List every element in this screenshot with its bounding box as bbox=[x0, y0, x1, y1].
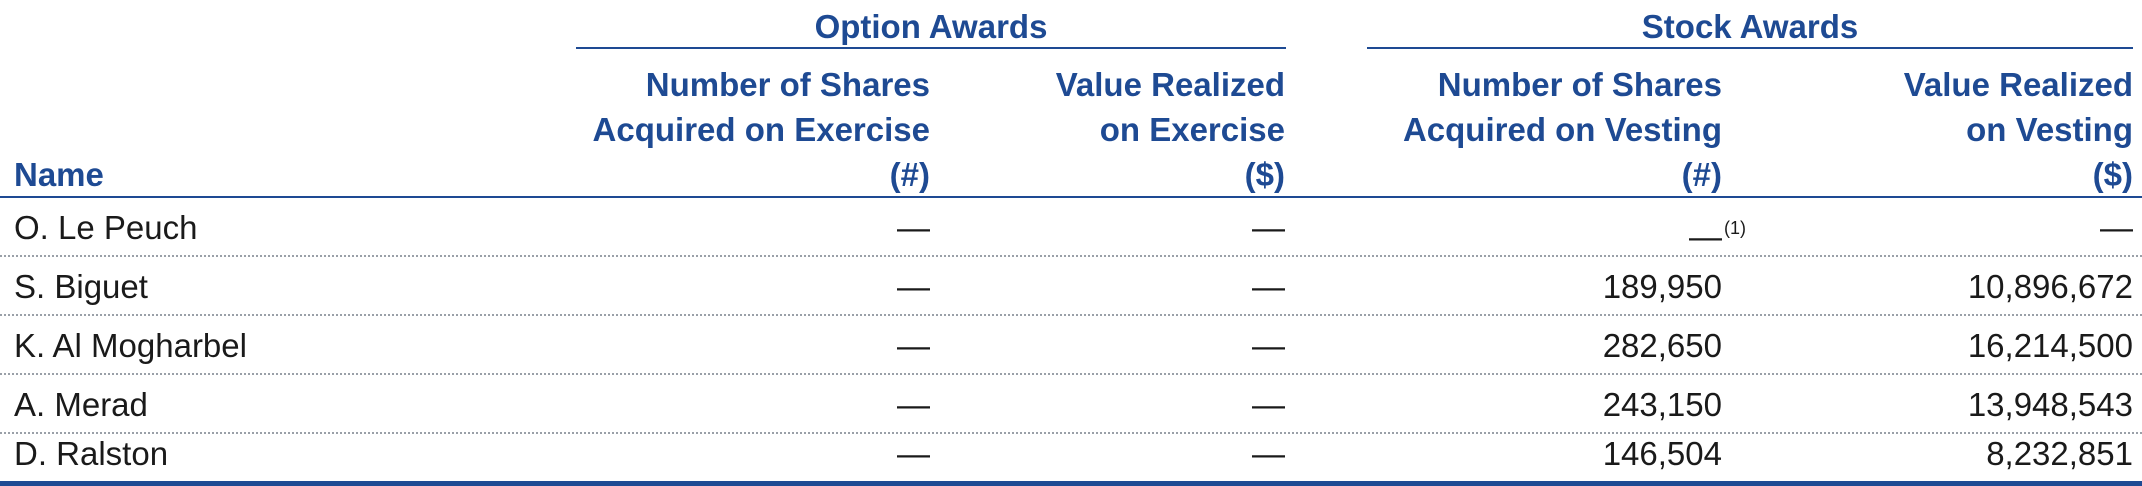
shares-acquired-on-exercise: — bbox=[897, 268, 930, 305]
option-awards-underline bbox=[576, 47, 1286, 49]
value-realized-on-vesting: 13,948,543 bbox=[1967, 386, 2133, 423]
shares-acquired-on-vesting: 282,650 bbox=[1602, 327, 1722, 364]
header-rule bbox=[0, 196, 2142, 198]
shares-acquired-on-vesting: 146,504 bbox=[1602, 435, 1722, 472]
header-line: Value Realized bbox=[1055, 66, 1285, 103]
col-shares-acquired-on-vesting-header: Number of Shares Acquired on Vesting (#) bbox=[1322, 62, 1722, 197]
value-realized-on-exercise: — bbox=[1252, 209, 1285, 246]
header-line: ($) bbox=[1244, 156, 1285, 193]
table-bottom-rule bbox=[0, 481, 2142, 486]
value-realized-on-exercise: — bbox=[1252, 268, 1285, 305]
value-realized-on-exercise: — bbox=[1252, 435, 1285, 472]
row-name: O. Le Peuch bbox=[14, 209, 198, 246]
name-column-header: Name bbox=[14, 156, 104, 193]
table-row: D. Ralston — — 146,504 8,232,851 bbox=[0, 424, 2142, 481]
table-row: A. Merad — — 243,150 13,948,543 bbox=[0, 375, 2142, 434]
value-realized-on-vesting: 16,214,500 bbox=[1967, 327, 2133, 364]
shares-acquired-on-vesting: — (1) bbox=[1689, 207, 1746, 258]
shares-acquired-on-exercise: — bbox=[897, 435, 930, 472]
row-name: D. Ralston bbox=[14, 435, 169, 472]
col-value-realized-on-exercise-header: Value Realized on Exercise ($) bbox=[985, 62, 1285, 197]
row-name: A. Merad bbox=[14, 386, 148, 423]
value-realized-on-vesting: 8,232,851 bbox=[1986, 435, 2133, 472]
table-row: S. Biguet — — 189,950 10,896,672 bbox=[0, 257, 2142, 316]
shares-acquired-on-exercise: — bbox=[897, 327, 930, 364]
option-awards-group-title: Option Awards bbox=[814, 8, 1048, 45]
shares-acquired-on-vesting: 189,950 bbox=[1602, 268, 1722, 305]
col-shares-acquired-on-exercise-header: Number of Shares Acquired on Exercise (#… bbox=[530, 62, 930, 197]
cell-value: — bbox=[1689, 218, 1722, 255]
header-line: Number of Shares bbox=[645, 66, 930, 103]
header-line: (#) bbox=[1681, 156, 1722, 193]
col-value-realized-on-vesting-header: Value Realized on Vesting ($) bbox=[1833, 62, 2133, 197]
value-realized-on-exercise: — bbox=[1252, 327, 1285, 364]
header-line: on Exercise bbox=[1099, 111, 1285, 148]
header-line: on Vesting bbox=[1966, 111, 2133, 148]
header-line: (#) bbox=[889, 156, 930, 193]
header-line: Acquired on Exercise bbox=[592, 111, 930, 148]
row-name: S. Biguet bbox=[14, 268, 148, 305]
shares-acquired-on-exercise: — bbox=[897, 209, 930, 246]
stock-awards-underline bbox=[1367, 47, 2133, 49]
value-realized-on-vesting: — bbox=[2100, 209, 2133, 246]
header-line: Number of Shares bbox=[1437, 66, 1722, 103]
header-line: ($) bbox=[2092, 156, 2133, 193]
row-name: K. Al Mogharbel bbox=[14, 327, 247, 364]
value-realized-on-vesting: 10,896,672 bbox=[1967, 268, 2133, 305]
shares-acquired-on-vesting: 243,150 bbox=[1602, 386, 1722, 423]
table-row: O. Le Peuch — — — (1) — bbox=[0, 198, 2142, 257]
header-line: Value Realized bbox=[1903, 66, 2133, 103]
footnote-marker: (1) bbox=[1724, 218, 1746, 238]
table-row: K. Al Mogharbel — — 282,650 16,214,500 bbox=[0, 316, 2142, 375]
value-realized-on-exercise: — bbox=[1252, 386, 1285, 423]
header-line: Acquired on Vesting bbox=[1402, 111, 1722, 148]
stock-awards-group-title: Stock Awards bbox=[1641, 8, 1859, 45]
shares-acquired-on-exercise: — bbox=[897, 386, 930, 423]
